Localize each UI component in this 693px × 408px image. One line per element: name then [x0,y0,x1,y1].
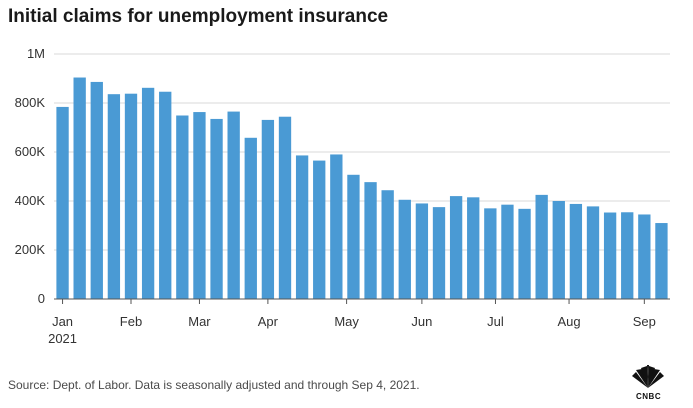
bar [176,115,189,300]
bar [535,194,548,299]
bar [449,196,463,299]
x-tick-label: Mar [188,314,211,329]
bar [638,214,651,299]
x-tick-label: Apr [258,314,279,329]
bar [141,87,155,299]
bar [278,116,292,299]
bar [330,154,343,299]
bar [159,91,172,299]
bar [552,201,565,299]
y-tick-label: 400K [15,193,46,208]
bar [107,94,121,300]
bar [381,190,394,299]
bar [621,212,634,299]
x-tick-label: Aug [557,314,580,329]
y-tick-label: 0 [38,291,45,306]
bar [295,155,309,299]
bar [124,93,138,299]
y-tick-label: 200K [15,242,46,257]
bar [364,182,377,299]
bar [518,208,531,299]
bar [398,199,411,299]
bar [210,118,223,299]
y-tick-label: 1M [27,46,45,61]
bar [655,223,668,299]
x-tick-label: Jun [411,314,432,329]
bar [73,77,86,300]
chart-title: Initial claims for unemployment insuranc… [8,6,389,27]
nbc-peacock-icon [632,365,664,388]
bar [227,111,240,299]
x-tick-label: Feb [120,314,142,329]
y-tick-label: 800K [15,95,46,110]
bar [261,119,275,299]
bar [501,204,514,299]
x-tick-label: May [334,314,359,329]
bar [484,208,497,299]
bar [415,203,429,299]
x-tick-label: Sep [633,314,656,329]
x-tick-label: Jan [52,314,73,329]
bar [193,112,206,299]
x-tick-label: Jul [487,314,504,329]
bar [467,197,480,299]
bar [90,81,103,300]
bar [244,137,257,299]
logo-text: CNBC [636,392,662,401]
bar [313,160,326,299]
bar [603,212,617,299]
bar [56,106,69,299]
y-tick-label: 600K [15,144,46,159]
bar [569,203,583,299]
bar [432,207,446,299]
bar [347,174,360,299]
source-note: Source: Dept. of Labor. Data is seasonal… [8,378,420,392]
x-tick-sublabel: 2021 [48,331,77,346]
bar [586,206,600,299]
